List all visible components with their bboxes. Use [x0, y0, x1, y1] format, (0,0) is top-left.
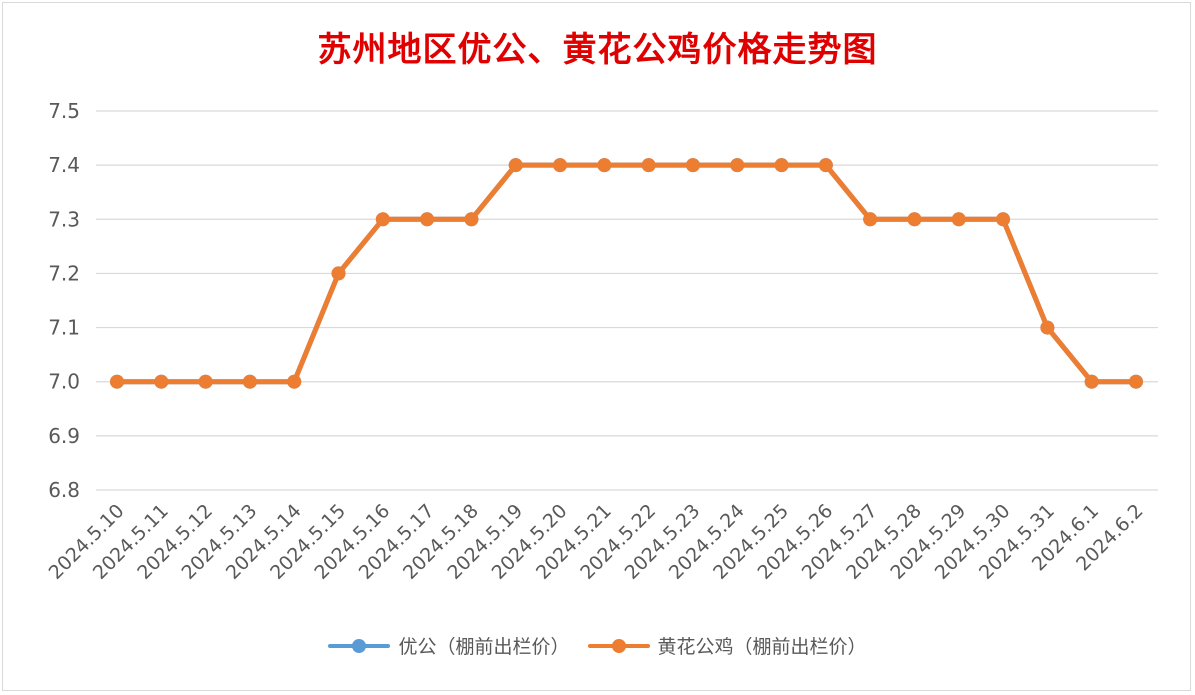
data-point[interactable] — [154, 374, 169, 389]
data-point[interactable] — [730, 158, 745, 173]
data-point[interactable] — [198, 374, 213, 389]
y-axis-tick-labels: 6.8 6.9 7.0 7.1 7.2 7.3 7.4 7.5 — [48, 99, 80, 502]
data-point[interactable] — [420, 212, 435, 227]
data-point[interactable] — [996, 212, 1011, 227]
data-point[interactable] — [774, 158, 789, 173]
legend-swatch-huanghua — [587, 638, 650, 653]
data-point[interactable] — [331, 266, 346, 281]
data-point[interactable] — [1040, 320, 1055, 335]
legend: 优公（棚前出栏价） 黄花公鸡（棚前出栏价） — [0, 632, 1195, 659]
legend-swatch-youngong — [328, 638, 391, 653]
y-tick-label: 7.1 — [48, 316, 80, 340]
series-1 — [110, 158, 1143, 389]
data-point[interactable] — [1129, 374, 1143, 389]
data-point[interactable] — [508, 158, 523, 173]
data-point[interactable] — [110, 374, 124, 389]
legend-label-youngong: 优公（棚前出栏价） — [398, 636, 570, 658]
y-tick-label: 7.4 — [48, 153, 80, 177]
y-tick-label: 7.5 — [48, 99, 80, 123]
y-tick-label: 7.0 — [48, 370, 80, 394]
data-point[interactable] — [641, 158, 656, 173]
y-tick-label: 7.2 — [48, 261, 80, 285]
data-point[interactable] — [818, 158, 833, 173]
legend-label-huanghua: 黄花公鸡（棚前出栏价） — [657, 636, 867, 658]
data-point[interactable] — [242, 374, 257, 389]
legend-item-huanghua[interactable]: 黄花公鸡（棚前出栏价） — [587, 632, 867, 659]
data-point[interactable] — [1084, 374, 1099, 389]
legend-item-youngong[interactable]: 优公（棚前出栏价） — [328, 632, 570, 659]
series-line — [114, 162, 1139, 385]
y-tick-label: 6.8 — [48, 478, 80, 502]
data-point[interactable] — [597, 158, 612, 173]
data-point[interactable] — [951, 212, 966, 227]
data-point[interactable] — [863, 212, 878, 227]
data-point[interactable] — [287, 374, 302, 389]
data-point[interactable] — [907, 212, 922, 227]
y-tick-label: 7.3 — [48, 207, 80, 231]
y-tick-label: 6.9 — [48, 424, 80, 448]
x-axis-tick-labels: 2024.5.102024.5.112024.5.122024.5.132024… — [45, 500, 1148, 584]
data-point[interactable] — [464, 212, 479, 227]
data-point[interactable] — [553, 158, 568, 173]
chart-title: 苏州地区优公、黄花公鸡价格走势图 — [317, 30, 878, 70]
series-layer — [110, 158, 1143, 389]
data-point[interactable] — [685, 158, 700, 173]
gridlines — [96, 110, 1158, 491]
data-point[interactable] — [375, 212, 390, 227]
